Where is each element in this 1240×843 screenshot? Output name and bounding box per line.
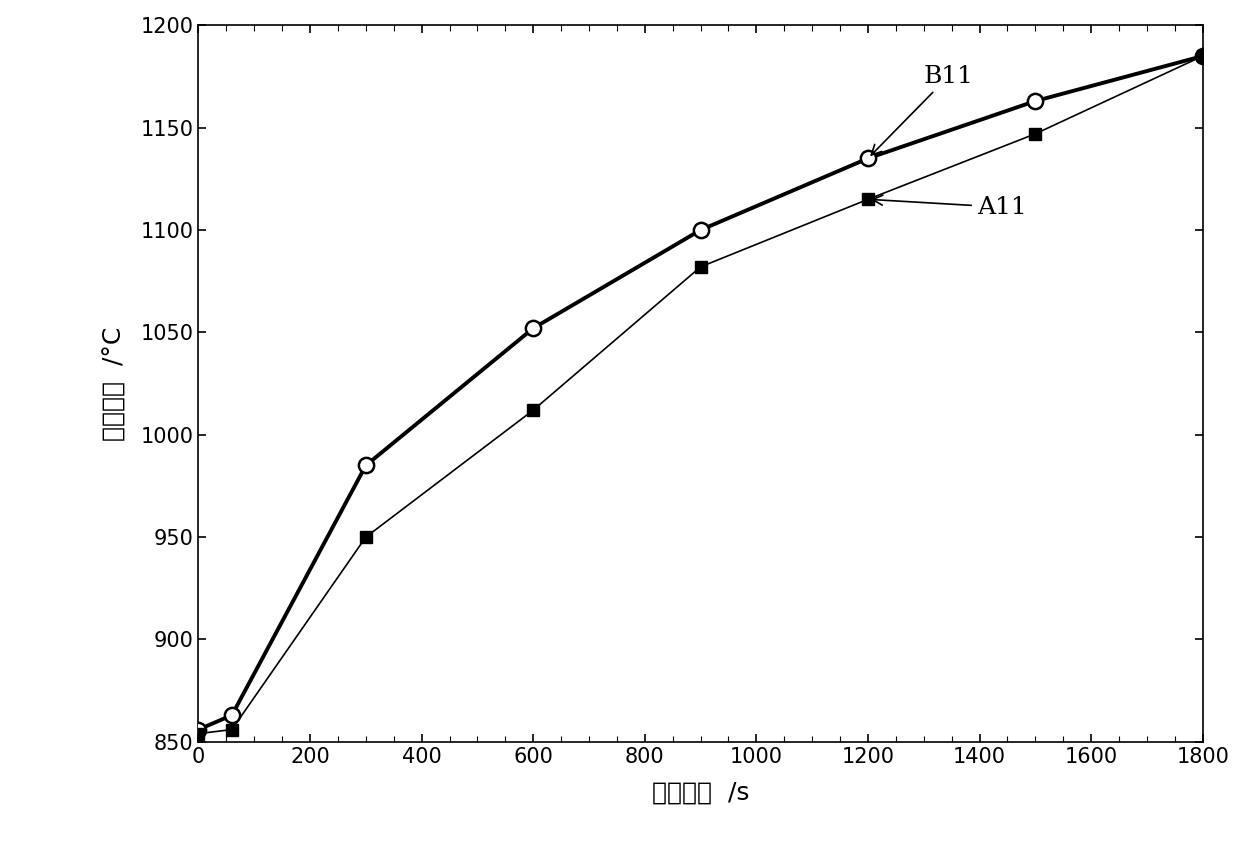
- Y-axis label: 表面温度  /°C: 表面温度 /°C: [103, 326, 126, 441]
- Text: B11: B11: [872, 65, 973, 155]
- Text: A11: A11: [873, 196, 1027, 218]
- X-axis label: 加热时间  /s: 加热时间 /s: [652, 781, 749, 804]
